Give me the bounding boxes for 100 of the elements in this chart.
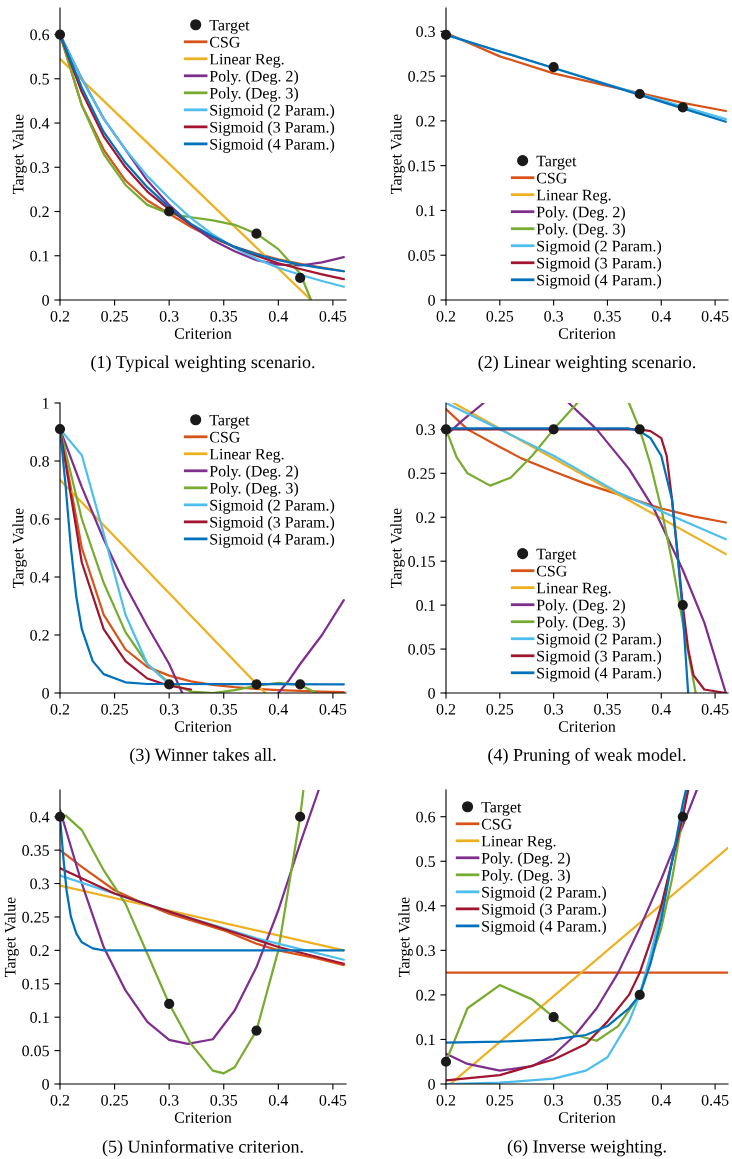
y-tick-label: 1 — [43, 398, 49, 409]
x-axis-title: Criterion — [174, 721, 232, 732]
x-axis-title: Criterion — [558, 328, 616, 339]
y-tick-label: 0.05 — [408, 643, 435, 655]
x-tick-label: 0.45 — [319, 703, 347, 715]
legend-label: Sigmoid (4 Param.) — [537, 274, 662, 289]
y-tick-label: 0.4 — [416, 900, 436, 912]
legend-label: Poly. (Deg. 2) — [481, 852, 570, 867]
y-tick-label: 0 — [428, 1078, 435, 1090]
y-tick-label: 0.05 — [408, 250, 435, 261]
text: (1) Typical weighting scenario. — [91, 355, 315, 372]
x-tick-label: 0.3 — [159, 1094, 179, 1106]
x-axis-title: Criterion — [174, 328, 232, 339]
legend-label: Poly. (Deg. 3) — [536, 616, 625, 631]
legend-label: Sigmoid (3 Param.) — [210, 516, 335, 531]
legend-label: CSG — [481, 818, 512, 830]
legend-label: Sigmoid (2 Param.) — [482, 886, 606, 901]
y-tick-label: 0.1 — [30, 250, 49, 262]
legend-label: CSG — [209, 36, 240, 48]
legend-label: Target — [536, 155, 577, 170]
text: (4) Pruning of weak model. — [488, 748, 686, 765]
point — [54, 811, 66, 822]
y-tick-label: 0.5 — [416, 856, 435, 868]
y-tick-label: 0.6 — [30, 29, 50, 41]
point — [548, 62, 559, 73]
y-tick-label: 0.25 — [22, 911, 49, 923]
legend-label: Linear Reg. — [209, 53, 284, 68]
x-tick-label: 0.4 — [268, 1094, 289, 1106]
point — [251, 1025, 262, 1036]
point — [440, 29, 452, 40]
y-axis-title: Target Value — [398, 897, 413, 977]
x-tick-label: 0.4 — [268, 703, 289, 715]
point — [164, 206, 175, 217]
y-tick-label: 0.1 — [416, 1034, 435, 1046]
y-tick-label: 0.6 — [416, 811, 436, 823]
legend-label: Poly. (Deg. 2) — [536, 599, 625, 614]
y-axis-title: Target Value — [4, 897, 19, 977]
legend-label: Sigmoid (4 Param.) — [482, 920, 606, 935]
text: (2) Linear weighting scenario. — [478, 355, 696, 372]
x-tick-label: 0.2 — [436, 310, 456, 322]
x-tick-label: 0.4 — [651, 1094, 671, 1106]
y-tick-label: 0.3 — [416, 945, 435, 957]
legend-label: Target — [209, 414, 250, 429]
legend-label: Target — [481, 801, 522, 816]
x-tick-label: 0.4 — [651, 703, 671, 715]
legend-label: Target — [209, 19, 250, 34]
y-tick-label: 0.3 — [416, 26, 435, 38]
legend-label: Poly. (Deg. 3) — [209, 482, 299, 497]
legend-label: Poly. (Deg. 3) — [536, 223, 625, 238]
legend-label: Linear Reg. — [481, 835, 556, 850]
x-tick-label: 0.3 — [159, 703, 179, 715]
y-tick-label: 0.2 — [416, 115, 435, 127]
point — [634, 989, 645, 1000]
legend-label: Sigmoid (3 Param.) — [537, 257, 662, 272]
y-tick-label: 0.4 — [30, 811, 50, 823]
y-axis-title: Target Value — [12, 114, 27, 194]
y-tick-label: 0.3 — [30, 162, 49, 174]
y-axis-title: Target Value — [12, 508, 27, 588]
y-tick-label: 0.2 — [416, 512, 435, 524]
legend-label: Target — [536, 548, 577, 563]
x-tick-label: 0.2 — [50, 310, 70, 322]
text: (3) Winner takes all. — [130, 748, 276, 765]
x-axis-title: Criterion — [558, 1112, 616, 1123]
x-tick-label: 0.2 — [50, 703, 70, 715]
y-tick-label: 0 — [428, 294, 435, 306]
legend-label: Linear Reg. — [209, 448, 284, 463]
legend-label: Sigmoid (3 Param.) — [482, 903, 606, 918]
x-tick-label: 0.4 — [651, 310, 671, 322]
legend-label: Sigmoid (4 Param.) — [210, 533, 335, 548]
x-tick-label: 0.35 — [594, 703, 621, 715]
x-tick-label: 0.35 — [210, 310, 238, 322]
legend-label: Sigmoid (2 Param.) — [210, 499, 335, 514]
x-tick-label: 0.25 — [486, 703, 514, 715]
x-tick-label: 0.45 — [701, 1094, 729, 1106]
y-tick-label: 0.3 — [416, 424, 435, 436]
y-tick-label: 0.2 — [30, 629, 49, 641]
y-tick-label: 0 — [42, 1078, 49, 1090]
legend-label: CSG — [536, 172, 567, 184]
y-tick-label: 0.1 — [416, 205, 435, 217]
y-axis-title: Target Value — [390, 508, 405, 588]
legend-label: Sigmoid (2 Param.) — [537, 240, 662, 255]
legend-label: Sigmoid (2 Param.) — [210, 104, 335, 119]
x-tick-label: 0.25 — [486, 310, 514, 322]
y-tick-label: 0.25 — [408, 70, 435, 82]
y-tick-label: 0.4 — [30, 571, 50, 583]
x-tick-label: 0.45 — [319, 1094, 347, 1106]
x-tick-label: 0.3 — [544, 703, 563, 715]
point — [251, 228, 262, 239]
point — [295, 811, 306, 822]
y-tick-label: 0.3 — [30, 878, 49, 890]
x-tick-label: 0.3 — [159, 310, 179, 322]
text: (6) Inverse weighting. — [507, 1139, 666, 1157]
point — [548, 1012, 559, 1023]
x-tick-label: 0.2 — [436, 1094, 456, 1106]
line-series — [446, 408, 727, 524]
legend-label: Sigmoid (4 Param.) — [210, 138, 335, 153]
y-tick-label: 0.8 — [30, 455, 49, 467]
y-tick-label: 0.2 — [416, 989, 435, 1001]
y-tick-label: 0.1 — [30, 1012, 49, 1023]
legend-label: CSG — [209, 431, 240, 443]
